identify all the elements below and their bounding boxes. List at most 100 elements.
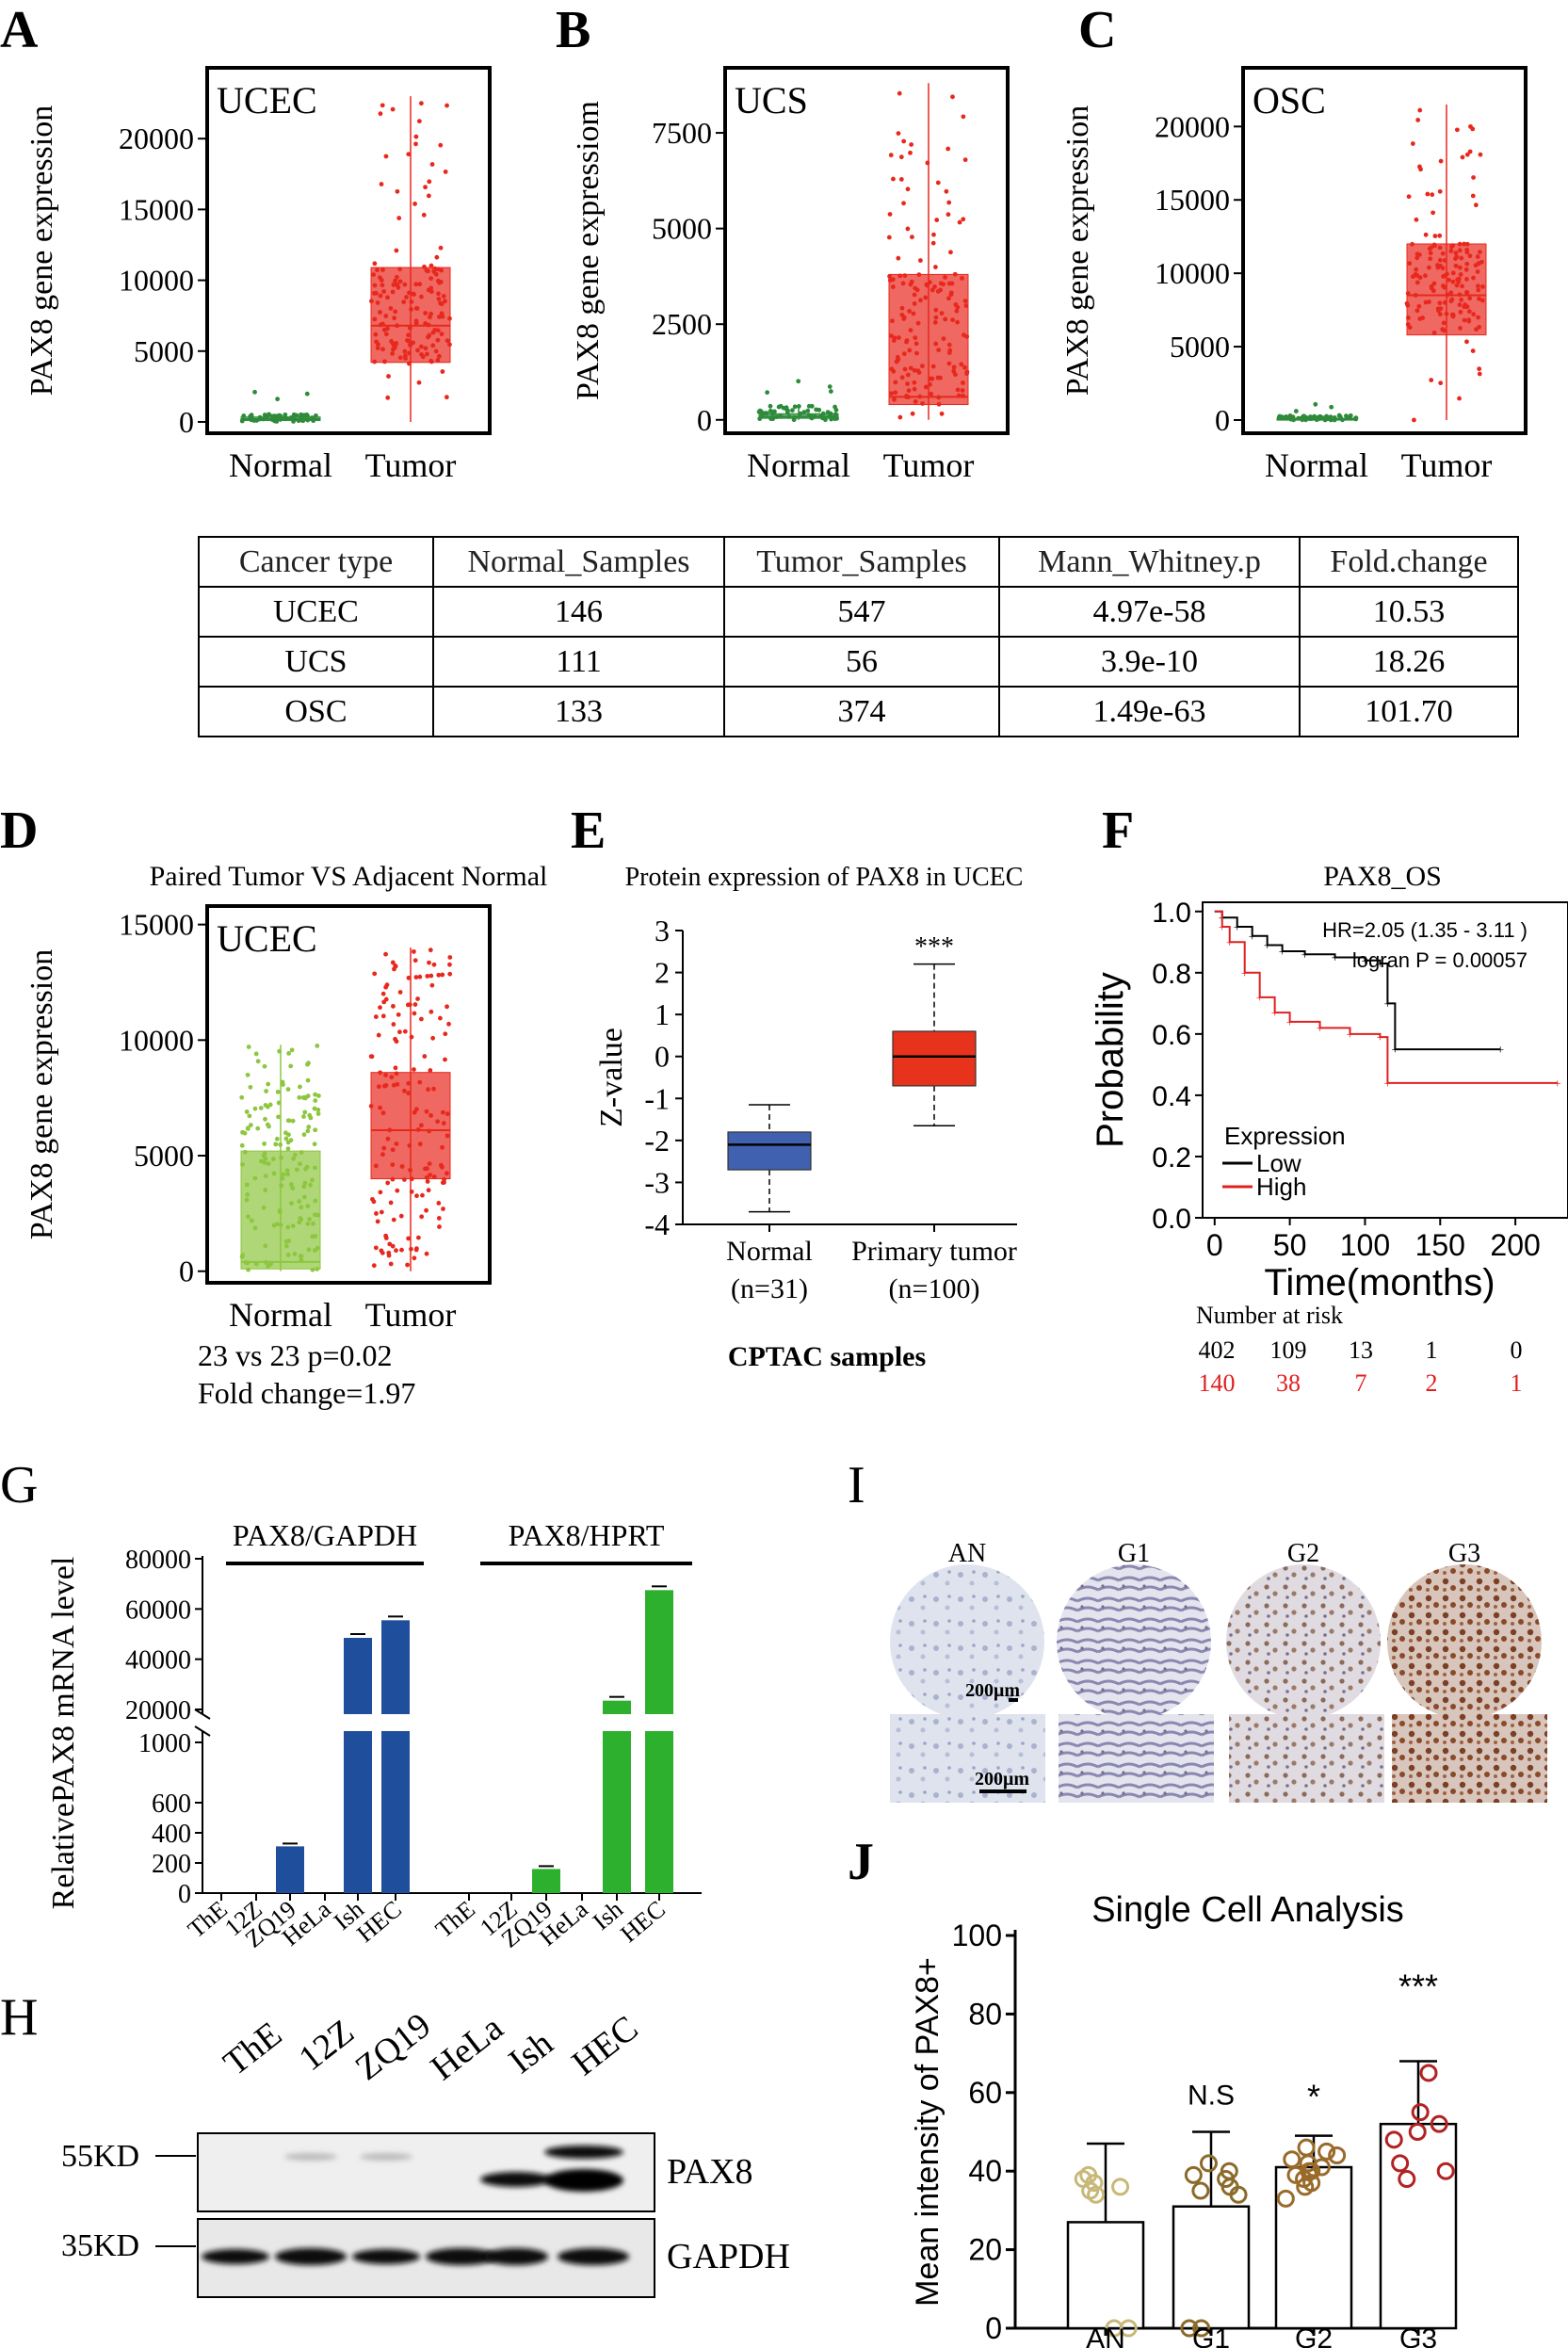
axis-break	[194, 1725, 211, 1737]
data-point	[1276, 2189, 1295, 2208]
data-point	[402, 1028, 408, 1034]
data-point	[1328, 414, 1333, 420]
data-point	[911, 311, 916, 316]
data-point	[943, 275, 947, 280]
data-point	[939, 411, 945, 416]
data-point	[1474, 327, 1479, 332]
data-point	[906, 395, 911, 400]
data-point	[402, 353, 408, 359]
data-point	[1458, 272, 1463, 277]
data-point	[902, 273, 908, 279]
data-point	[440, 369, 445, 374]
data-point	[1471, 312, 1477, 317]
stats-table-header: Cancer type Normal_Samples Tumor_Samples…	[198, 536, 1519, 588]
data-point	[805, 408, 811, 413]
data-point	[1286, 2165, 1305, 2184]
data-point	[1468, 123, 1473, 129]
data-point	[428, 358, 434, 364]
y-tick-label: 80000	[125, 1546, 191, 1575]
data-point	[428, 1173, 433, 1177]
header-cell: Fold.change	[1299, 536, 1519, 588]
data-point	[908, 150, 913, 155]
data-point	[315, 1212, 320, 1218]
data-point	[313, 1127, 318, 1133]
bar	[1274, 2165, 1353, 2330]
ihc-core-an	[890, 1564, 1044, 1719]
chart-title: Single Cell Analysis	[1091, 1890, 1404, 1930]
censor-mark: +	[1301, 948, 1309, 963]
bar	[532, 1869, 560, 1893]
data-point	[391, 1082, 396, 1088]
data-point	[935, 288, 941, 294]
data-point	[1414, 267, 1419, 272]
data-point	[1384, 2130, 1403, 2149]
data-point	[263, 1174, 268, 1179]
y-tick-label: 1000	[138, 1729, 191, 1758]
data-point	[378, 1070, 383, 1076]
data-point	[896, 131, 901, 137]
data-point	[252, 1225, 258, 1231]
data-point	[248, 1123, 253, 1127]
data-point	[1456, 279, 1462, 284]
data-point	[412, 202, 417, 206]
data-point	[253, 1051, 259, 1057]
table-row: UCS 111 56 3.9e-10 18.26	[198, 636, 1519, 688]
y-tick-label: 60	[968, 2076, 1002, 2110]
data-point	[407, 1002, 412, 1008]
censor-mark: +	[1317, 1022, 1324, 1036]
data-point	[438, 1015, 443, 1021]
data-point	[1415, 118, 1421, 122]
data-point	[414, 306, 420, 311]
data-point	[373, 1245, 379, 1251]
data-point	[302, 1180, 308, 1186]
data-point	[1454, 254, 1460, 260]
risk-value: 109	[1270, 1336, 1307, 1364]
data-point	[796, 403, 801, 409]
data-point	[307, 1112, 313, 1118]
data-point	[1471, 275, 1476, 281]
data-point	[1437, 312, 1443, 317]
table-cell: 133	[432, 686, 725, 737]
censor-mark: +	[1271, 1007, 1279, 1021]
data-point	[907, 308, 913, 314]
data-point	[407, 325, 412, 331]
data-point	[1297, 2138, 1316, 2157]
data-point	[832, 404, 837, 410]
data-point	[390, 960, 396, 965]
data-point	[381, 1083, 387, 1089]
data-point	[412, 1109, 417, 1115]
data-point	[962, 157, 968, 163]
y-tick-label: 5000	[652, 212, 712, 246]
data-point	[776, 404, 782, 410]
data-point	[423, 311, 428, 316]
data-point	[1459, 255, 1464, 261]
censor-mark: +	[1554, 1077, 1561, 1092]
data-point	[391, 1217, 396, 1223]
data-point	[374, 1211, 379, 1216]
censor-mark: +	[1332, 952, 1339, 966]
data-point	[952, 372, 958, 378]
data-point	[373, 332, 379, 337]
data-point	[389, 1075, 395, 1080]
chart-title: Paired Tumor VS Adjacent Normal	[150, 861, 548, 892]
data-point	[290, 1186, 296, 1190]
data-point	[375, 346, 380, 350]
censor-mark: +	[1376, 1031, 1383, 1045]
table-row: OSC 133 374 1.49e-63 101.70	[198, 686, 1519, 737]
data-point	[436, 1201, 442, 1206]
data-point	[1412, 417, 1416, 423]
data-point	[1422, 273, 1428, 279]
y-tick-label: 40	[968, 2154, 1002, 2188]
data-point	[406, 975, 412, 980]
panel-letter-b: B	[556, 1, 590, 59]
significance-mark: ***	[914, 932, 954, 962]
data-point	[419, 294, 424, 300]
data-point	[444, 395, 449, 400]
table-cell: 111	[432, 636, 725, 688]
data-point	[267, 1124, 271, 1129]
data-point	[447, 955, 453, 960]
data-point	[422, 264, 427, 269]
censor-mark: +	[1264, 940, 1271, 954]
data-point	[1191, 2181, 1210, 2200]
data-point	[916, 370, 922, 375]
